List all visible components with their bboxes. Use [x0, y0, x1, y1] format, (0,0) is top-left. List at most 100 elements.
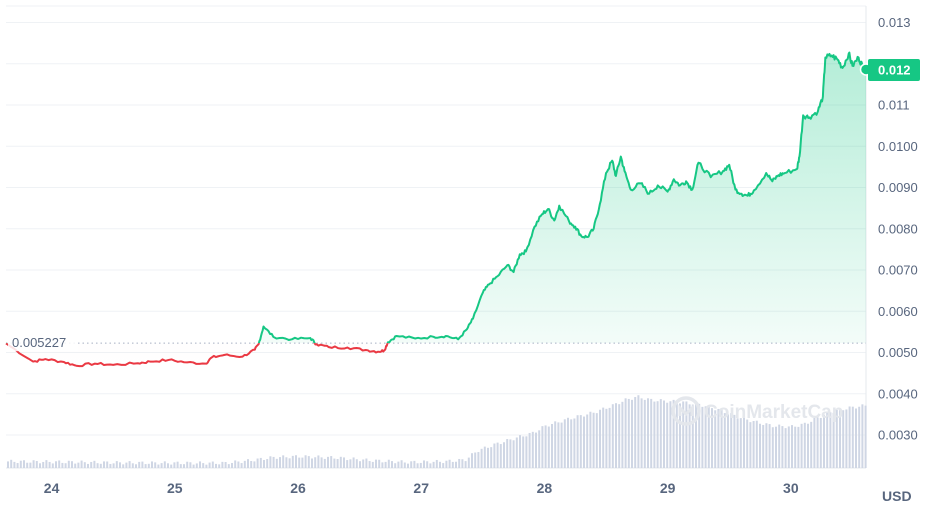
volume-bar-207	[669, 401, 672, 468]
volume-bar-199	[643, 399, 646, 468]
volume-bar-147	[477, 452, 480, 468]
volume-bar-58	[192, 464, 195, 468]
volume-bar-31	[106, 461, 109, 468]
volume-bar-101	[330, 456, 333, 468]
volume-bar-238	[768, 424, 771, 468]
volume-bar-9	[35, 461, 38, 468]
volume-bar-5	[23, 460, 25, 468]
volume-bar-240	[775, 426, 777, 468]
volume-bar-37	[125, 462, 128, 468]
price-area-down	[6, 343, 388, 367]
volume-bar-237	[765, 423, 768, 468]
volume-bar-104	[339, 456, 342, 468]
volume-bar-38	[128, 461, 131, 468]
volume-bar-63	[208, 462, 211, 468]
volume-bar-258	[832, 412, 835, 468]
volume-bar-1	[10, 459, 13, 468]
volume-bar-30	[103, 461, 105, 468]
volume-bar-246	[794, 426, 797, 468]
volume-bar-202	[653, 401, 656, 468]
volume-bar-248	[800, 423, 803, 468]
volume-bar-70	[231, 462, 233, 468]
y-axis: 0.0030 0.0040 0.0050 0.0060 0.0070 0.0080 0.00…	[878, 15, 918, 443]
volume-bar-242	[781, 426, 784, 468]
volume-bar-6	[26, 462, 29, 468]
volume-bar-191	[618, 404, 621, 468]
price-line-down	[5, 343, 390, 368]
volume-bar-111	[362, 459, 365, 468]
volume-bar-108	[352, 457, 355, 468]
volume-bar-116	[378, 459, 381, 468]
volume-bar-252	[813, 417, 816, 468]
volume-bar-253	[816, 417, 819, 468]
volume-bar-140	[455, 461, 457, 468]
current-price-value: 0.012	[878, 62, 911, 77]
volume-bar-50	[167, 463, 169, 468]
volume-bar-165	[535, 432, 537, 468]
x-tick-label: 29	[660, 480, 676, 496]
volume-bar-154	[499, 444, 502, 468]
volume-bar-185	[599, 409, 601, 468]
volume-bar-8	[32, 460, 35, 468]
volume-bar-200	[647, 398, 649, 468]
volume-bar-153	[496, 442, 499, 468]
volume-bar-251	[810, 421, 813, 468]
current-price-badge: 0.012	[868, 58, 920, 81]
volume-bar-228	[736, 418, 739, 468]
x-tick-label: 27	[413, 480, 429, 496]
price-area-up	[6, 52, 866, 344]
volume-bar-130	[423, 460, 425, 468]
volume-bar-211	[682, 401, 685, 468]
volume-bar-22	[77, 462, 80, 468]
volume-bar-249	[803, 422, 806, 468]
volume-bar-162	[525, 436, 528, 468]
volume-bar-142	[461, 459, 464, 468]
x-tick-label: 30	[783, 480, 799, 496]
volume-bar-181	[586, 414, 589, 468]
volume-bar-89	[291, 455, 294, 468]
volume-bar-120	[391, 461, 393, 468]
volume-bar-194	[627, 398, 630, 468]
currency-unit-label: USD	[882, 488, 912, 504]
y-tick-label: 0.0040	[878, 386, 918, 401]
volume-bar-102	[333, 458, 336, 468]
volume-bar-137	[445, 460, 448, 468]
volume-bar-264	[851, 406, 854, 468]
watermark-text: CoinMarketCap	[704, 402, 843, 423]
y-tick-label: 0.0030	[878, 428, 918, 443]
volume-bar-159	[515, 437, 518, 468]
volume-bar-7	[29, 462, 32, 468]
volume-bar-223	[720, 409, 723, 468]
volume-bar-75	[247, 459, 249, 468]
volume-bar-239	[771, 427, 774, 468]
volume-bar-3	[16, 463, 19, 468]
volume-bar-119	[387, 459, 390, 468]
volume-bar-234	[755, 420, 758, 468]
volume-bar-78	[256, 458, 259, 468]
price-line-up	[6, 51, 867, 344]
watermark: CoinMarketCap	[671, 396, 843, 426]
volume-bar-29	[99, 463, 102, 468]
volume-bar-182	[589, 411, 592, 468]
volume-bar-262	[845, 409, 848, 468]
volume-bar-132	[429, 463, 432, 468]
volume-bar-178	[576, 415, 579, 468]
volume-bar-217	[701, 406, 704, 468]
volume-bar-84	[275, 458, 278, 468]
volume-bar-260	[839, 408, 841, 468]
volume-bar-157	[509, 439, 512, 468]
volume-bar-173	[560, 422, 563, 468]
price-area	[6, 52, 866, 367]
volume-bar-141	[458, 458, 461, 468]
volume-bar-39	[131, 463, 134, 468]
volume-bar-69	[227, 464, 230, 468]
volume-bar-171	[554, 421, 557, 468]
volume-bar-99	[323, 458, 326, 468]
volume-bar-82	[269, 456, 272, 468]
volume-bar-67	[221, 461, 224, 468]
volume-bar-115	[375, 459, 377, 468]
volume-bar-34	[115, 461, 118, 468]
volume-bar-177	[573, 418, 576, 468]
